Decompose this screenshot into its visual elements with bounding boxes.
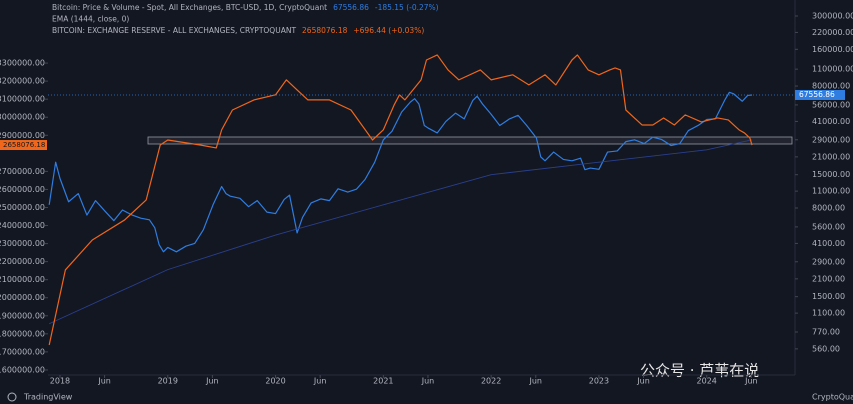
y2-tick-label: 8000.00 <box>812 204 845 213</box>
cryptoquant-logo: CryptoQuant <box>812 393 853 402</box>
legend-label: EMA (1444, close, 0) <box>52 15 129 24</box>
y2-tick-label: 110000.00 <box>812 65 853 74</box>
y2-tick-label: 15000.00 <box>812 170 850 179</box>
x-tick-label: Jun <box>205 377 219 386</box>
y-tick-label: 3300000.00 <box>0 59 45 68</box>
x-tick-label: 2020 <box>265 377 285 386</box>
y2-tick-label: 11000.00 <box>812 187 850 196</box>
tradingview-icon <box>7 392 17 402</box>
x-tick-label: 2018 <box>50 377 70 386</box>
tradingview-logo: TradingView <box>23 393 73 402</box>
x-tick-label: 2019 <box>158 377 178 386</box>
y2-tick-label: 160000.00 <box>812 45 853 54</box>
y2-tick-label: 1500.00 <box>812 292 845 301</box>
price-tag-bg <box>795 89 845 100</box>
legend-label: BITCOIN: EXCHANGE RESERVE - ALL EXCHANGE… <box>52 26 296 35</box>
y2-tick-label: 80000.00 <box>812 82 850 91</box>
y2-tick-label: 21000.00 <box>812 152 850 161</box>
x-tick-label: Jun <box>744 377 758 386</box>
price-tag: 67556.86 <box>799 90 835 99</box>
y-tick-label: 2200000.00 <box>0 257 45 266</box>
x-tick-label: Jun <box>97 377 111 386</box>
legend-value: 2658076.18 <box>302 26 348 35</box>
y-tick-label: 3000000.00 <box>0 113 45 122</box>
y2-tick-label: 2900.00 <box>812 257 845 266</box>
x-tick-label: Jun <box>421 377 435 386</box>
x-tick-label: 2024 <box>697 377 717 386</box>
y2-tick-label: 2100.00 <box>812 274 845 283</box>
legend-change: +696.44 (+0.03%) <box>353 26 424 35</box>
series-line <box>48 54 753 346</box>
y2-tick-label: 1100.00 <box>812 309 845 318</box>
y-tick-label: 2400000.00 <box>0 221 45 230</box>
y-tick-label: 2900000.00 <box>0 131 45 140</box>
y-tick-label: 2700000.00 <box>0 167 45 176</box>
y2-tick-label: 560.00 <box>812 344 840 353</box>
y-tick-label: 3200000.00 <box>0 77 45 86</box>
y-tick-label: 2500000.00 <box>0 203 45 212</box>
y2-tick-label: 220000.00 <box>812 28 853 37</box>
y-tick-label: 2100000.00 <box>0 275 45 284</box>
x-tick-label: Jun <box>529 377 543 386</box>
y2-tick-label: 29000.00 <box>812 135 850 144</box>
y-tick-label: 3100000.00 <box>0 95 45 104</box>
y2-tick-label: 300000.00 <box>812 12 853 21</box>
y-tick-label: 1700000.00 <box>0 347 45 356</box>
x-tick-label: 2022 <box>481 377 501 386</box>
legend-change: -185.15 (-0.27%) <box>375 3 439 12</box>
series-line <box>48 91 753 253</box>
y2-tick-label: 4100.00 <box>812 239 845 248</box>
y-tick-label: 1800000.00 <box>0 329 45 338</box>
legend-label: Bitcoin: Price & Volume - Spot, All Exch… <box>52 3 327 12</box>
x-tick-label: Jun <box>636 377 650 386</box>
y2-tick-label: 41000.00 <box>812 117 850 126</box>
reserve-tag-bg <box>0 140 47 151</box>
legend-value: 67556.86 <box>333 3 369 12</box>
x-tick-label: Jun <box>313 377 327 386</box>
y-tick-label: 1600000.00 <box>0 365 45 374</box>
y-tick-label: 1900000.00 <box>0 311 45 320</box>
y-tick-label: 2600000.00 <box>0 185 45 194</box>
x-tick-label: 2021 <box>373 377 393 386</box>
x-tick-label: 2023 <box>589 377 609 386</box>
y2-tick-label: 770.00 <box>812 328 840 337</box>
series-line <box>49 139 753 325</box>
y2-tick-label: 5600.00 <box>812 222 845 231</box>
y-tick-label: 2000000.00 <box>0 293 45 302</box>
y-tick-label: 2300000.00 <box>0 239 45 248</box>
reserve-tag: 2658076.18 <box>3 141 45 149</box>
range-box <box>147 136 793 145</box>
y2-tick-label: 56000.00 <box>812 100 850 109</box>
